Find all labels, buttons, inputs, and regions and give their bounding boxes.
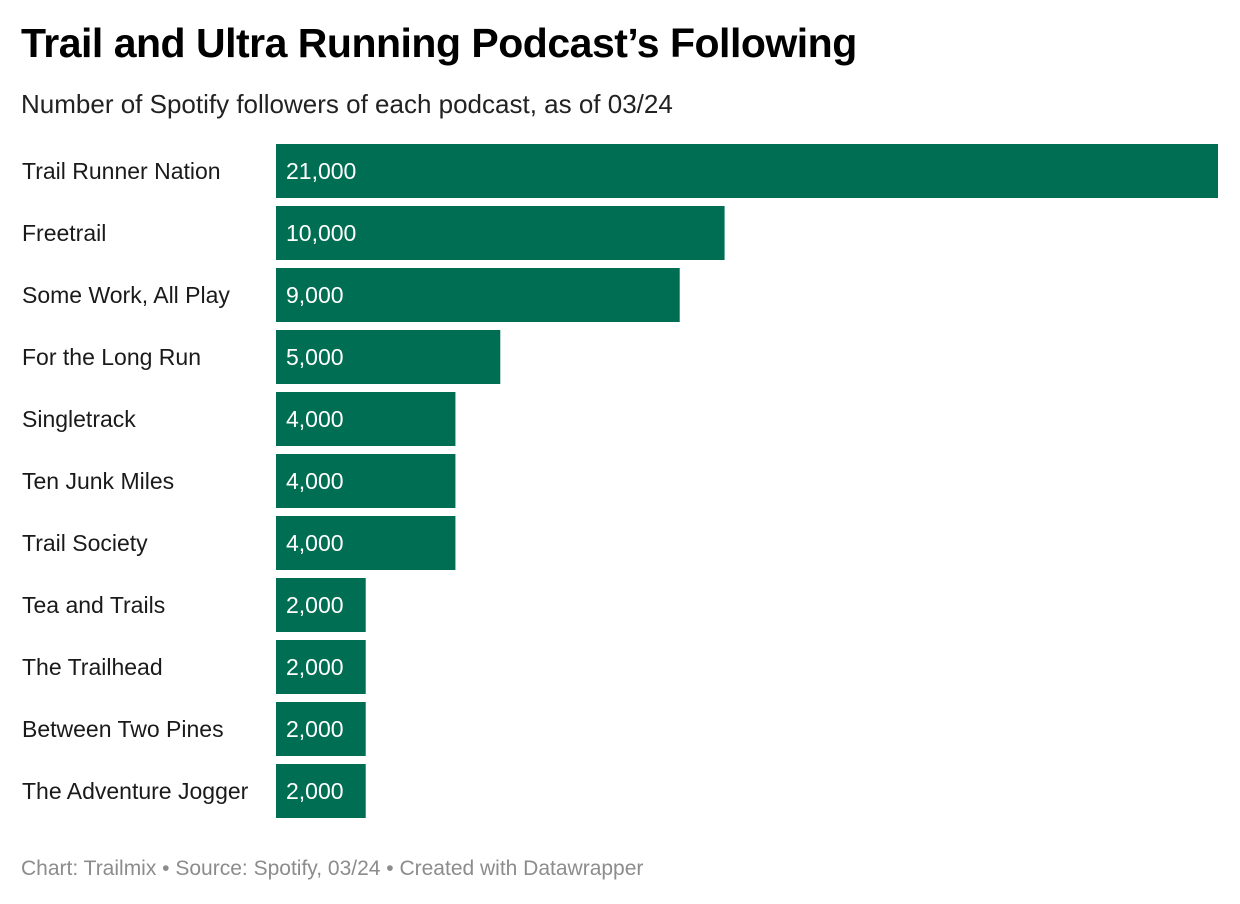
value-label: 2,000 (286, 778, 344, 804)
chart-subtitle: Number of Spotify followers of each podc… (21, 89, 673, 119)
bar (276, 516, 456, 570)
category-label: Trail Society (22, 530, 148, 556)
bar (276, 392, 456, 446)
category-label: Freetrail (22, 220, 106, 246)
bar (276, 144, 1218, 198)
bar (276, 268, 680, 322)
category-label: Tea and Trails (22, 592, 165, 618)
category-label: The Trailhead (22, 654, 163, 680)
value-label: 21,000 (286, 158, 356, 184)
bar (276, 702, 366, 756)
bar (276, 206, 725, 260)
value-label: 10,000 (286, 220, 356, 246)
bar (276, 764, 366, 818)
chart-title: Trail and Ultra Running Podcast’s Follow… (21, 20, 857, 66)
category-label: Ten Junk Miles (22, 468, 174, 494)
value-label: 9,000 (286, 282, 344, 308)
bar (276, 330, 501, 384)
value-label: 4,000 (286, 406, 344, 432)
category-label: Between Two Pines (22, 716, 224, 742)
bar (276, 578, 366, 632)
bars-group: Trail Runner Nation 21,000 Freetrail 10,000… (22, 144, 1218, 818)
bar (276, 640, 366, 694)
value-label: 2,000 (286, 716, 344, 742)
category-label: Some Work, All Play (22, 282, 230, 308)
category-label: Singletrack (22, 406, 136, 432)
value-label: 2,000 (286, 592, 344, 618)
category-label: The Adventure Jogger (22, 778, 249, 804)
category-label: Trail Runner Nation (22, 158, 221, 184)
value-label: 4,000 (286, 530, 344, 556)
bar (276, 454, 456, 508)
chart-footer: Chart: Trailmix • Source: Spotify, 03/24… (21, 857, 644, 880)
category-label: For the Long Run (22, 344, 201, 370)
value-label: 2,000 (286, 654, 344, 680)
value-label: 5,000 (286, 344, 344, 370)
value-label: 4,000 (286, 468, 344, 494)
